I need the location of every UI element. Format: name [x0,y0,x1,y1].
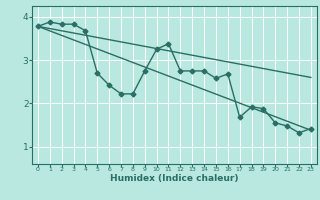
X-axis label: Humidex (Indice chaleur): Humidex (Indice chaleur) [110,174,239,183]
